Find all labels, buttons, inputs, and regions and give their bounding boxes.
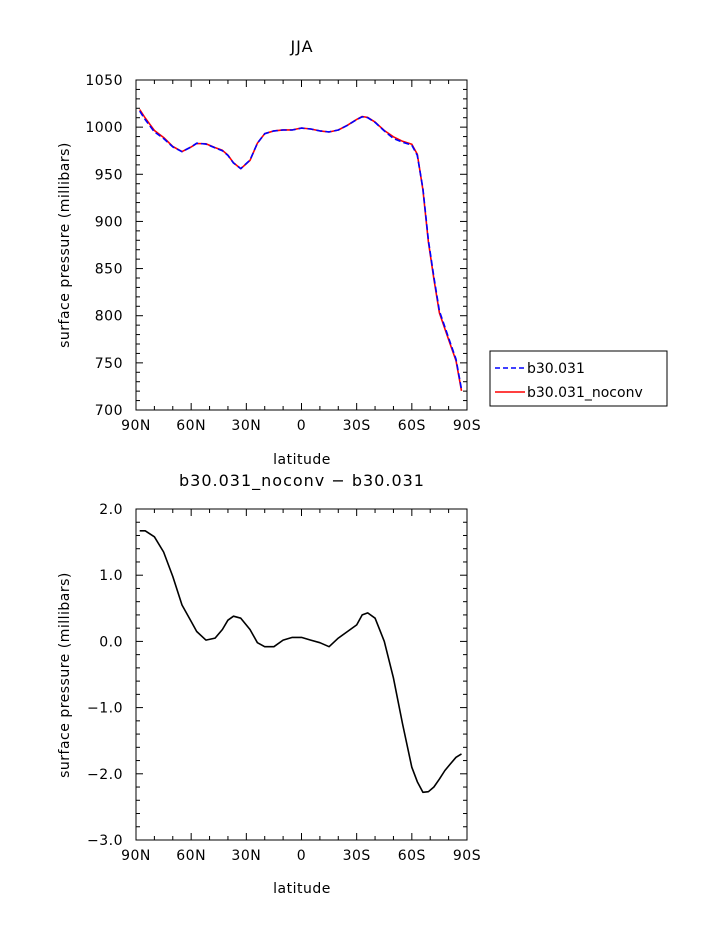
difference-panel: b30.031_noconv − b30.031 90N 60N 30N 0 30S 60… [57,471,481,897]
x-tick-label: 60S [398,418,426,434]
series-layer [139,109,463,392]
x-tick-label: 30S [343,418,371,434]
y-axis-label: surface pressure (millibars) [57,142,73,348]
y-tick-label: 1000 [85,120,123,136]
plot-frame [135,79,468,411]
y-tick-label: 950 [95,167,123,183]
jja-pressure-panel: JJA 90N 60N 30N 0 30S 60S 90S 700 750 800 850 900 95… [57,37,481,468]
y-tick-label: 2.0 [99,502,123,518]
y-tick-label: −3.0 [87,833,123,849]
y-axis-label: surface pressure (millibars) [57,572,73,778]
y-tick-label: 700 [95,403,123,419]
tick-layer: 90N 60N 30N 0 30S 60S 90S 700 750 800 850 900 950 100… [85,73,481,434]
tick-layer: 90N 60N 30N 0 30S 60S 90S −3.0 −2.0 −1.0 0.0 1.0 2.0 [87,502,481,864]
chart-title: JJA [289,37,313,56]
x-tick-label: 0 [297,848,306,864]
x-tick-label: 60N [176,848,206,864]
x-tick-label: 90N [121,848,151,864]
y-tick-label: −1.0 [87,701,123,717]
legend-label-b30-031: b30.031 [527,361,585,377]
y-tick-label: 900 [95,214,123,230]
legend: b30.031 b30.031_noconv [489,350,668,407]
y-tick-label: 0.0 [99,634,123,650]
x-tick-label: 30N [231,418,261,434]
x-axis-label: latitude [273,881,331,897]
series-layer [139,529,462,794]
plot-frame [135,508,468,841]
series-line-difference [139,529,462,794]
x-axis-label: latitude [273,452,331,468]
legend-box [489,350,668,407]
y-tick-label: 850 [95,262,123,278]
legend-label-b30-031-noconv: b30.031_noconv [527,385,643,401]
y-tick-label: 750 [95,356,123,372]
y-tick-label: 1.0 [99,568,123,584]
x-tick-label: 60N [176,418,206,434]
x-tick-label: 30N [231,848,261,864]
series-line-b30-031 [139,110,463,390]
x-tick-label: 90N [121,418,151,434]
y-tick-label: 1050 [85,73,123,89]
x-tick-label: 90S [453,418,481,434]
x-tick-label: 90S [453,848,481,864]
x-tick-label: 30S [343,848,371,864]
y-tick-label: −2.0 [87,767,123,783]
chart-title: b30.031_noconv − b30.031 [179,471,425,491]
y-tick-label: 800 [95,309,123,325]
x-tick-label: 0 [297,418,306,434]
series-line-b30-031-noconv [139,109,463,392]
x-tick-label: 60S [398,848,426,864]
